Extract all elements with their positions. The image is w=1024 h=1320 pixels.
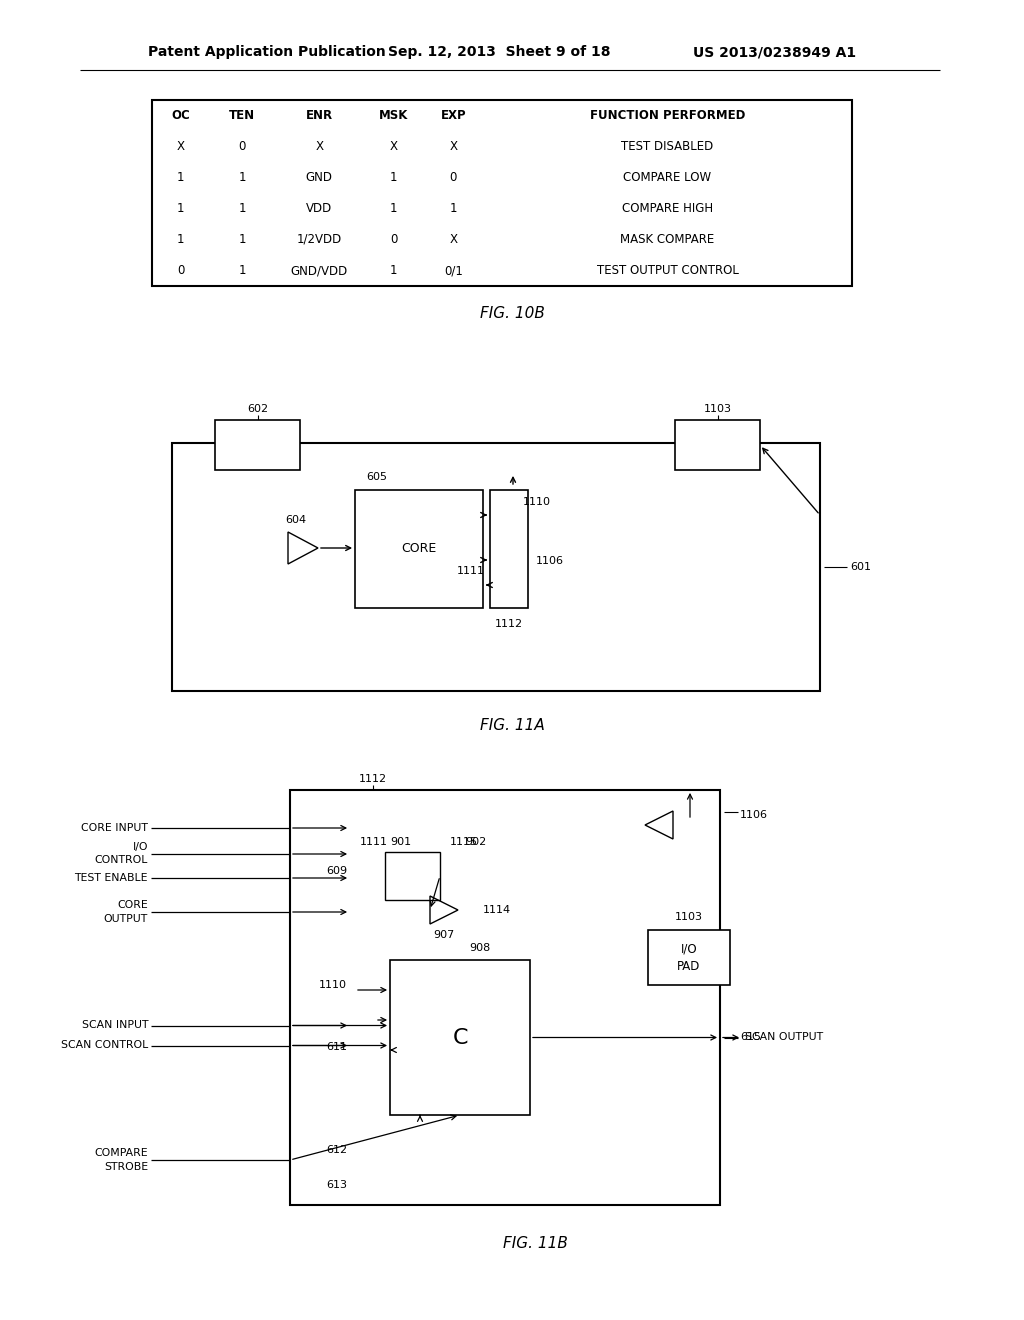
Bar [490, 490, 528, 609]
Text: 1: 1 [239, 264, 246, 277]
Text: 0: 0 [390, 234, 397, 246]
Bar [215, 420, 300, 470]
Text: 1112: 1112 [359, 774, 387, 784]
Text: 1111: 1111 [457, 566, 485, 576]
Text: CONTROL: CONTROL [94, 855, 148, 865]
Text: OUTPUT: OUTPUT [103, 913, 148, 924]
Text: X: X [390, 140, 398, 153]
Text: 609: 609 [326, 866, 347, 876]
Text: 611: 611 [326, 1043, 347, 1052]
Text: 1: 1 [239, 172, 246, 183]
Text: 1106: 1106 [740, 810, 768, 820]
Text: 0: 0 [177, 264, 184, 277]
Text: 1111: 1111 [360, 837, 388, 847]
Bar [390, 960, 530, 1115]
Text: COMPARE HIGH: COMPARE HIGH [622, 202, 713, 215]
Bar [385, 851, 440, 900]
Text: TEST ENABLE: TEST ENABLE [75, 873, 148, 883]
Text: X: X [450, 140, 458, 153]
Text: FIG. 11A: FIG. 11A [479, 718, 545, 734]
Text: 1: 1 [177, 234, 184, 246]
Bar [355, 490, 483, 609]
Bar [152, 100, 852, 286]
Text: 901: 901 [390, 837, 411, 847]
Text: CORE INPUT: CORE INPUT [81, 822, 148, 833]
Text: Sep. 12, 2013  Sheet 9 of 18: Sep. 12, 2013 Sheet 9 of 18 [388, 45, 610, 59]
Text: VDD: VDD [306, 202, 333, 215]
Text: 1110: 1110 [523, 498, 551, 507]
Text: COMPARE: COMPARE [94, 1148, 148, 1158]
Text: X: X [315, 140, 324, 153]
Text: 613: 613 [326, 1180, 347, 1191]
Bar [648, 931, 730, 985]
Text: 604: 604 [286, 515, 306, 525]
Text: 1103: 1103 [703, 404, 731, 414]
Text: I/O: I/O [132, 842, 148, 851]
Text: ENR: ENR [306, 110, 333, 121]
Bar [172, 444, 820, 690]
Text: 615: 615 [740, 1032, 761, 1043]
Text: I/O: I/O [681, 942, 697, 954]
Text: GND: GND [306, 172, 333, 183]
Text: MSK: MSK [379, 110, 409, 121]
Text: 0/1: 0/1 [444, 264, 463, 277]
Text: CORE: CORE [118, 900, 148, 909]
Text: FIG. 10B: FIG. 10B [479, 306, 545, 322]
Text: C: C [453, 1027, 468, 1048]
Text: 1: 1 [390, 202, 397, 215]
Text: TEST DISABLED: TEST DISABLED [622, 140, 714, 153]
Bar [675, 420, 760, 470]
Text: 902: 902 [465, 837, 486, 847]
Text: 1: 1 [177, 172, 184, 183]
Text: OC: OC [171, 110, 190, 121]
Text: US 2013/0238949 A1: US 2013/0238949 A1 [693, 45, 856, 59]
Text: 1110: 1110 [319, 979, 347, 990]
Text: 1: 1 [390, 264, 397, 277]
Bar [290, 789, 720, 1205]
Text: GND/VDD: GND/VDD [291, 264, 348, 277]
Text: SCAN CONTROL: SCAN CONTROL [60, 1040, 148, 1051]
Text: SCAN INPUT: SCAN INPUT [82, 1020, 148, 1031]
Text: 1: 1 [177, 202, 184, 215]
Text: 0: 0 [239, 140, 246, 153]
Text: 1115: 1115 [450, 837, 478, 847]
Text: TEN: TEN [229, 110, 255, 121]
Text: PAD: PAD [677, 960, 700, 973]
Text: X: X [450, 234, 458, 246]
Text: 907: 907 [433, 931, 455, 940]
Text: 1114: 1114 [483, 906, 511, 915]
Text: FIG. 11B: FIG. 11B [503, 1236, 567, 1250]
Text: COMPARE LOW: COMPARE LOW [624, 172, 712, 183]
Text: EXP: EXP [440, 110, 466, 121]
Text: 1112: 1112 [495, 619, 523, 630]
Text: 1106: 1106 [536, 556, 564, 566]
Text: Patent Application Publication: Patent Application Publication [148, 45, 386, 59]
Text: 612: 612 [326, 1144, 347, 1155]
Text: 1: 1 [239, 234, 246, 246]
Text: CORE: CORE [401, 543, 436, 556]
Text: 602: 602 [247, 404, 268, 414]
Text: 601: 601 [850, 562, 871, 572]
Text: 908: 908 [469, 942, 490, 953]
Text: 1/2VDD: 1/2VDD [297, 234, 342, 246]
Text: MASK COMPARE: MASK COMPARE [621, 234, 715, 246]
Text: 605: 605 [367, 473, 387, 482]
Text: X: X [177, 140, 184, 153]
Text: 1: 1 [390, 172, 397, 183]
Text: 0: 0 [450, 172, 457, 183]
Text: 1: 1 [239, 202, 246, 215]
Text: SCAN OUTPUT: SCAN OUTPUT [745, 1032, 823, 1043]
Text: TEST OUTPUT CONTROL: TEST OUTPUT CONTROL [597, 264, 738, 277]
Text: 1: 1 [450, 202, 457, 215]
Text: 1103: 1103 [675, 912, 703, 921]
Text: STROBE: STROBE [103, 1162, 148, 1172]
Text: FUNCTION PERFORMED: FUNCTION PERFORMED [590, 110, 745, 121]
